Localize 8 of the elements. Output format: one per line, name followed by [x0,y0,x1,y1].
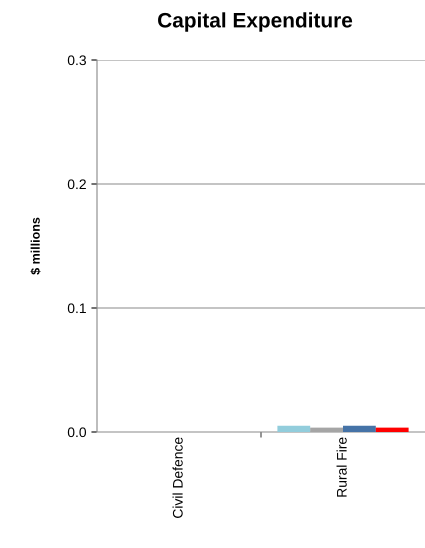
y-tick-label: 0.3 [68,55,86,66]
y-tick-label: 0.1 [68,303,86,314]
chart-title: Capital Expenditure [158,12,352,32]
x-tick-label: Rural Fire [336,437,347,497]
y-tick-label: 0.2 [68,179,86,190]
y-tick-label: 0.0 [68,427,86,438]
x-tick-label: Civil Defence [172,437,183,518]
y-axis-title: $ millions [30,218,41,275]
